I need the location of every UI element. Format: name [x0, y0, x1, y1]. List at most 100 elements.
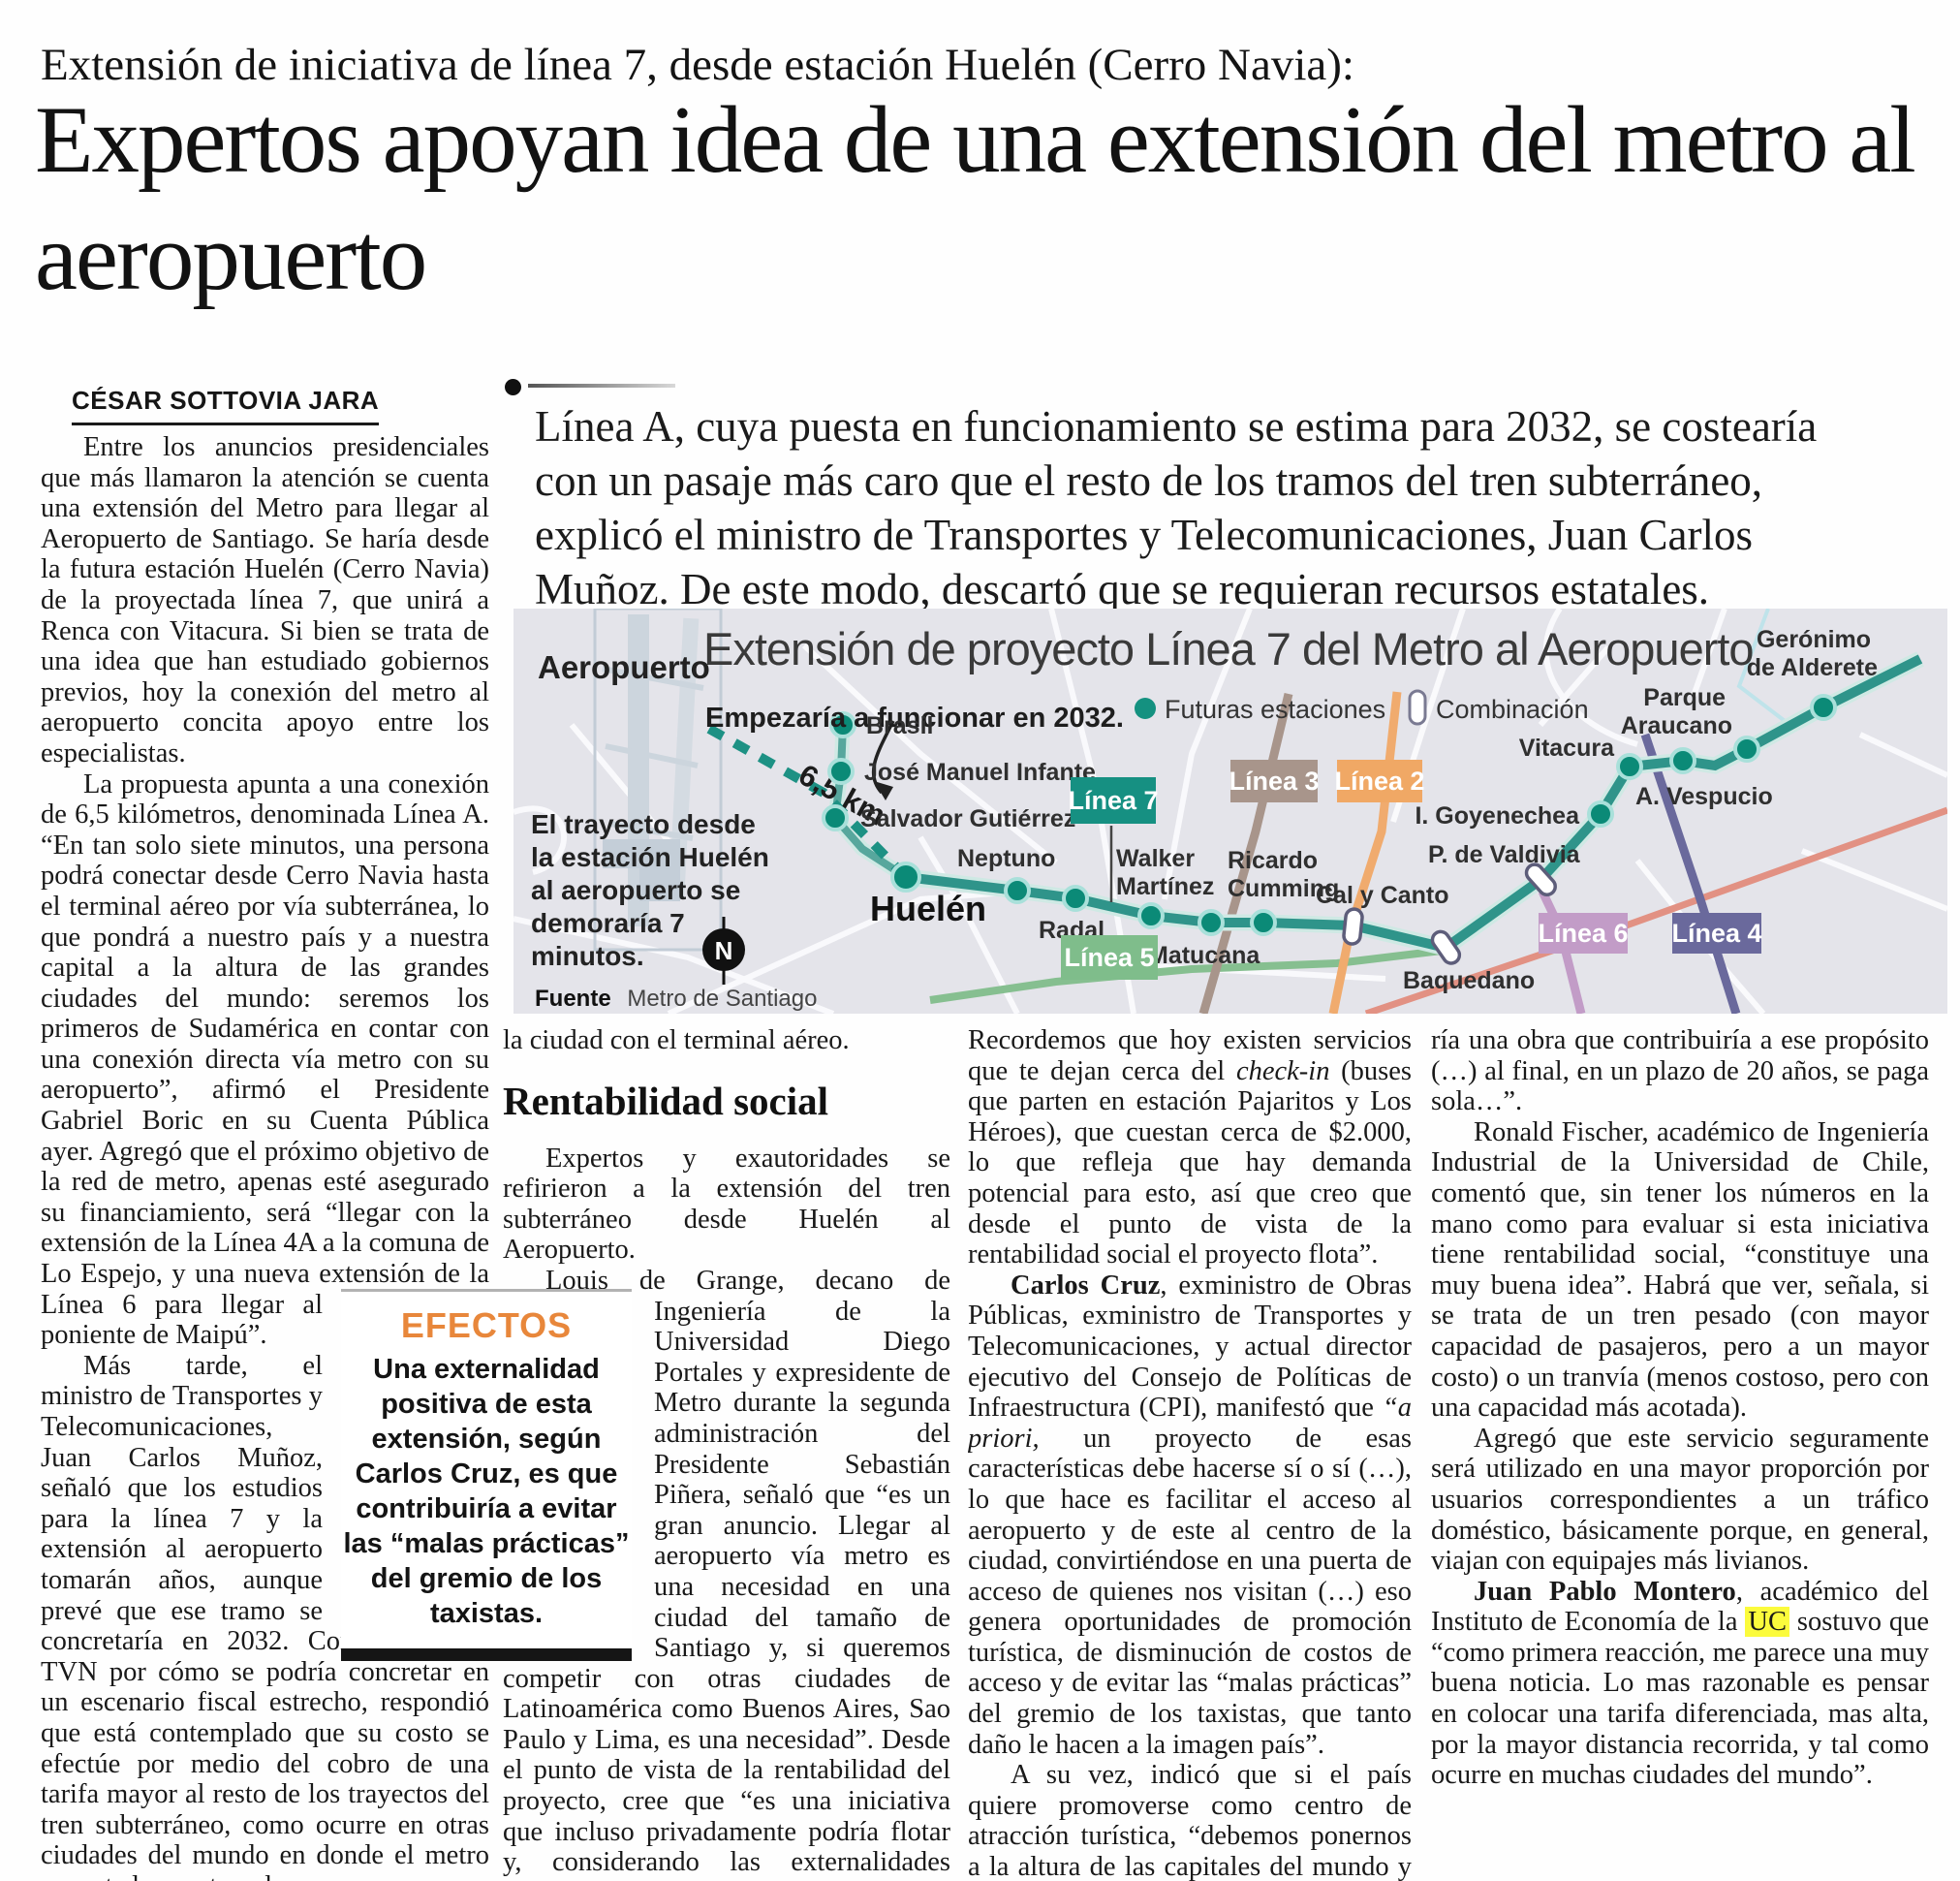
paragraph-text: La propuesta apunta a una conexión de 6,…: [41, 768, 489, 1290]
person-name: Carlos Cruz: [1011, 1270, 1161, 1301]
paragraph: Expertos y exautoridades se refirieron a…: [503, 1143, 950, 1266]
paragraph: Agregó que este servicio seguramente ser…: [1431, 1423, 1929, 1577]
lead-bullet-icon: [505, 379, 521, 395]
paragraph: Louis de Grange, decano de Ingeniería de…: [503, 1266, 950, 1881]
person-name: Juan Pablo Montero: [1474, 1576, 1736, 1607]
station-label-neptuno: Neptuno: [957, 845, 1055, 872]
airport-label: Aeropuerto: [538, 649, 710, 685]
map-subtitle: Empezaría a funcionar en 2032.: [705, 703, 1124, 734]
line-badges: Línea 7 Línea 3 Línea 2 Línea 5 Línea 6 …: [1061, 760, 1762, 980]
station-dots: [822, 694, 1837, 936]
station-label-line: Ricardo: [1228, 847, 1318, 874]
legend-combo-icon: [1408, 689, 1427, 726]
map-note: El trayecto desde la estación Huelén al …: [531, 809, 777, 971]
efectos-bottom-rule: [341, 1648, 632, 1661]
map-legend: Futuras estaciones Combinación: [1135, 689, 1589, 726]
station-label-line: Walker: [1116, 845, 1195, 872]
station-label-jose-manuel-infante: José Manuel Infante: [864, 759, 1096, 786]
station-label-walker: Walker Martínez: [1116, 845, 1214, 900]
station-label-line: Araucano: [1621, 712, 1732, 739]
badge-linea2: [1337, 760, 1422, 802]
station-label-line: de Alderete: [1747, 654, 1878, 681]
station-dot-vitacura: [1616, 753, 1643, 780]
combo-baquedano: [1430, 929, 1462, 965]
badge-linea4-label: Línea 4: [1671, 919, 1761, 948]
paragraph: Entre los anuncios presidenciales que má…: [41, 432, 489, 768]
badge-linea6: [1539, 913, 1628, 954]
map-note-line: la estación Huelén: [531, 842, 769, 872]
station-label-p-de-valdivia: P. de Valdivia: [1428, 841, 1581, 868]
map-title: Extensión de proyecto Línea 7 del Metro …: [703, 623, 1754, 674]
paragraph: A su vez, indicó que si el país quiere p…: [968, 1760, 1412, 1881]
station-dot-walker-martinez: [1137, 902, 1165, 929]
paragraph-text: (buses que parten en estación Pajaritos …: [968, 1055, 1412, 1270]
efectos-title: EFECTOS: [400, 1305, 573, 1345]
station-dot-vespucio: [1669, 747, 1696, 774]
paragraph-text: un proyecto de esas características debe…: [968, 1423, 1412, 1760]
linea3-line: [1198, 692, 1293, 1014]
legend-stations-label: Futuras estaciones: [1165, 695, 1385, 724]
station-dot-ricardo-cumming: [1250, 909, 1277, 936]
paragraph-text: Recordemos que hoy existen servicios que…: [968, 1025, 1412, 1086]
station-dot-jose-manuel-infante: [827, 758, 855, 785]
station-label-cal-y-canto: Cal y Canto: [1316, 882, 1449, 909]
paragraph-text: Línea 6 para llegar al poniente de Maipú…: [41, 1289, 323, 1351]
station-label-baquedano: Baquedano: [1403, 967, 1535, 994]
station-label-parque-araucano: Parque Araucano: [1621, 684, 1732, 739]
station-label-vespucio: A. Vespucio: [1635, 783, 1773, 810]
paragraph: Recordemos que hoy existen servicios que…: [968, 1025, 1412, 1270]
badge-linea7: [1071, 777, 1156, 824]
compass-letter: N: [715, 936, 733, 965]
badge-linea4: [1672, 913, 1761, 954]
paragraph: La propuesta apunta a una conexión de 6,…: [41, 769, 489, 1351]
metro-map-infographic: 6,5 km Extensión de proyecto Línea 7 del…: [513, 609, 1947, 1014]
map-note-line: El trayecto desde: [531, 809, 756, 839]
map-source-value: Metro de Santiago: [627, 986, 817, 1012]
station-label-brasil: Brasil: [866, 712, 933, 739]
map-source: Fuente Metro de Santiago: [535, 986, 817, 1012]
station-dot-matucana: [1198, 909, 1225, 936]
station-label-goyenechea: I. Goyenechea: [1415, 802, 1580, 830]
station-label-huelen: Huelén: [870, 889, 986, 928]
station-label-line: Parque: [1643, 684, 1726, 711]
efectos-body: Una externalidad positiva de esta extens…: [343, 1354, 630, 1629]
headline: Expertos apoyan idea de una extensión de…: [35, 87, 1916, 310]
station-dot-geronimo: [1810, 694, 1837, 721]
badge-linea7-label: Línea 7: [1068, 786, 1158, 815]
paragraph-text: sostuvo que “como primera reacción, me p…: [1431, 1607, 1929, 1791]
combo-p-de-valdivia: [1524, 862, 1557, 896]
station-dot-parque-araucano: [1733, 736, 1760, 763]
italic-term: check-in: [1235, 1055, 1330, 1086]
compass-icon: N: [702, 917, 745, 985]
canal-line: [1736, 609, 1794, 729]
badge-linea3-label: Línea 3: [1229, 767, 1319, 796]
italic-term: “a priori,: [968, 1393, 1412, 1454]
station-label-line: Martínez: [1116, 873, 1214, 900]
station-label-geronimo: Gerónimo de Alderete: [1747, 626, 1878, 681]
badge-linea5-label: Línea 5: [1064, 943, 1154, 972]
paragraph: Juan Pablo Montero, académico del Instit…: [1431, 1577, 1929, 1791]
lead-paragraph: Línea A, cuya puesta en funcionamiento s…: [535, 402, 1818, 613]
station-dot-neptuno: [1004, 877, 1031, 904]
linea5-line: [929, 946, 1450, 1004]
station-label-salvador-gutierrez: Salvador Gutiérrez: [860, 805, 1075, 832]
paragraph-text: , académico del Instituto de Economía de…: [1431, 1576, 1929, 1638]
station-dot-radal: [1062, 885, 1089, 912]
station-label-line: Cumming: [1228, 875, 1339, 902]
map-source-label: Fuente: [535, 986, 611, 1012]
dashed-extension-line: [706, 724, 903, 874]
linea4-line: [1640, 733, 1741, 1014]
paragraph: ría una obra que contribuiría a ese prop…: [1431, 1025, 1929, 1117]
combination-capsules: [1342, 862, 1557, 965]
station-label-matucana: Matucana: [1148, 942, 1260, 969]
legend-combo-label: Combinación: [1436, 695, 1589, 724]
paragraph-text: de la Universidad Diego Portales y expre…: [503, 1296, 950, 1881]
column-4: ría una obra que contribuiría a ese prop…: [1431, 1025, 1929, 1881]
station-labels: Brasil José Manuel Infante Salvador Guti…: [860, 626, 1878, 994]
badge-linea2-label: Línea 2: [1334, 767, 1424, 796]
combo-cal-y-canto: [1342, 907, 1364, 946]
efectos-box: EFECTOS Una externalidad positiva de est…: [341, 1289, 632, 1661]
map-note-line: minutos.: [531, 941, 644, 971]
station-dot-goyenechea: [1587, 800, 1614, 828]
